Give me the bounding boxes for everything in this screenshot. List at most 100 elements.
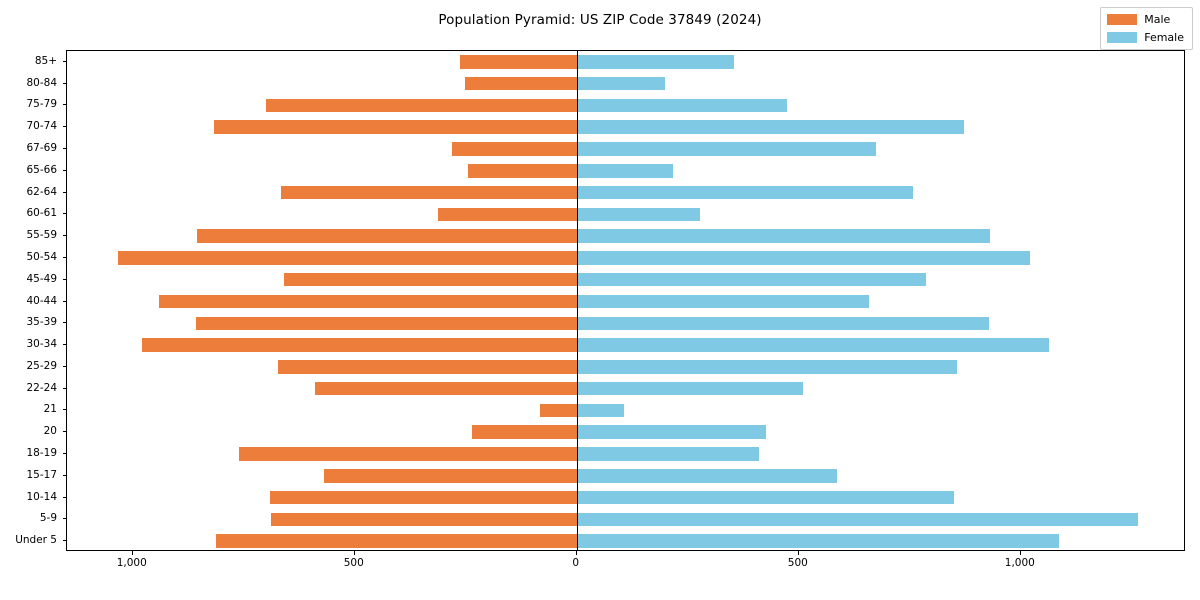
bar-row xyxy=(67,425,1184,439)
bar-female-5-9 xyxy=(576,512,1138,527)
bar-female-35-39 xyxy=(576,316,989,331)
y-tick-mark xyxy=(62,540,66,542)
y-tick-mark xyxy=(62,300,66,302)
bar-row xyxy=(67,447,1184,461)
bar-female-70-74 xyxy=(576,120,964,134)
bar-male-35-39 xyxy=(196,316,577,331)
x-tick-label: 500 xyxy=(787,557,808,569)
y-tick-mark xyxy=(62,474,66,476)
y-tick-label: 85+ xyxy=(34,54,57,67)
bar-female-62-64 xyxy=(576,185,913,200)
x-tick-mark xyxy=(353,551,355,555)
y-tick-mark xyxy=(62,82,66,84)
y-tick-mark xyxy=(62,256,66,258)
bar-male-18-19 xyxy=(239,447,577,461)
legend-swatch-male xyxy=(1107,14,1138,25)
y-tick-mark xyxy=(62,191,66,193)
bar-male-22-24 xyxy=(314,381,577,396)
bar-female-21 xyxy=(576,403,624,418)
bar-male-50-54 xyxy=(117,251,577,265)
bar-male-67-69 xyxy=(451,142,577,156)
bar-female-55-59 xyxy=(576,229,990,243)
bar-row xyxy=(67,185,1184,200)
bar-male-25-29 xyxy=(278,360,577,374)
y-tick-mark xyxy=(62,409,66,411)
y-tick-mark xyxy=(62,104,66,106)
bar-female-60-61 xyxy=(576,207,700,222)
bar-female-under-5 xyxy=(576,534,1059,548)
legend-swatch-female xyxy=(1107,32,1138,43)
y-tick-label: 15-17 xyxy=(26,468,57,481)
y-tick-label: 70-74 xyxy=(26,120,57,133)
y-tick-mark xyxy=(62,387,66,389)
bar-row xyxy=(67,142,1184,156)
y-tick-mark xyxy=(62,496,66,498)
y-tick-label: Under 5 xyxy=(15,534,57,547)
bar-male-80-84 xyxy=(464,76,577,91)
bar-male-65-66 xyxy=(467,164,577,178)
y-tick-label: 18-19 xyxy=(26,446,57,459)
x-tick-mark xyxy=(131,551,133,555)
y-tick-label: 25-29 xyxy=(26,359,57,372)
bar-female-10-14 xyxy=(576,490,954,505)
bar-male-70-74 xyxy=(213,120,577,134)
bar-male-75-79 xyxy=(265,98,577,113)
bar-female-30-34 xyxy=(576,338,1049,352)
bar-female-67-69 xyxy=(576,142,876,156)
bar-female-80-84 xyxy=(576,76,665,91)
bar-female-75-79 xyxy=(576,98,787,113)
legend-label: Male xyxy=(1144,13,1171,26)
bar-row xyxy=(67,294,1184,309)
bar-row xyxy=(67,272,1184,287)
bar-row xyxy=(67,512,1184,527)
y-tick-mark xyxy=(62,126,66,128)
x-tick-mark xyxy=(797,551,799,555)
bar-male-5-9 xyxy=(271,512,577,527)
bar-female-25-29 xyxy=(576,360,957,374)
legend-entry-male[interactable]: Male xyxy=(1107,13,1184,26)
bar-female-45-49 xyxy=(576,272,926,287)
bar-male-21 xyxy=(539,403,577,418)
y-tick-label: 65-66 xyxy=(26,163,57,176)
y-tick-label: 40-44 xyxy=(26,294,57,307)
bar-row xyxy=(67,98,1184,113)
x-axis: 1,000 500 0 500 1,000 xyxy=(66,551,1185,591)
y-tick-mark xyxy=(62,60,66,62)
bar-row xyxy=(67,469,1184,483)
x-tick-label: 0 xyxy=(572,557,580,569)
bar-female-40-44 xyxy=(576,294,869,309)
bar-row xyxy=(67,338,1184,352)
bar-male-85- xyxy=(459,55,577,69)
bar-row xyxy=(67,164,1184,178)
bar-row xyxy=(67,55,1184,69)
bar-male-45-49 xyxy=(283,272,577,287)
bar-female-18-19 xyxy=(576,447,759,461)
bar-male-60-61 xyxy=(438,207,577,222)
x-tick-label: 1,000 xyxy=(116,557,147,569)
bar-female-22-24 xyxy=(576,381,803,396)
bar-row xyxy=(67,490,1184,505)
bar-row xyxy=(67,534,1184,548)
y-tick-mark xyxy=(62,235,66,237)
y-tick-label: 80-84 xyxy=(26,76,57,89)
y-tick-mark xyxy=(62,452,66,454)
bar-male-62-64 xyxy=(281,185,577,200)
bar-row xyxy=(67,229,1184,243)
y-tick-mark xyxy=(62,365,66,367)
bar-row xyxy=(67,316,1184,331)
legend-label: Female xyxy=(1144,31,1184,44)
zero-axis-line xyxy=(576,51,578,550)
bar-row xyxy=(67,360,1184,374)
y-tick-mark xyxy=(62,278,66,280)
bar-row xyxy=(67,403,1184,418)
bar-male-15-17 xyxy=(323,469,577,483)
legend-entry-female[interactable]: Female xyxy=(1107,31,1184,44)
chart-title: Population Pyramid: US ZIP Code 37849 (2… xyxy=(438,12,762,28)
bar-female-85- xyxy=(576,55,734,69)
y-tick-label: 35-39 xyxy=(26,316,57,329)
y-axis: 85+ 80-84 75-79 70-74 67-69 65-66 62-64 60-61 55… xyxy=(0,50,66,551)
y-tick-mark xyxy=(62,322,66,324)
y-tick-label: 21 xyxy=(43,403,57,416)
y-tick-mark xyxy=(62,431,66,433)
y-tick-mark xyxy=(62,344,66,346)
